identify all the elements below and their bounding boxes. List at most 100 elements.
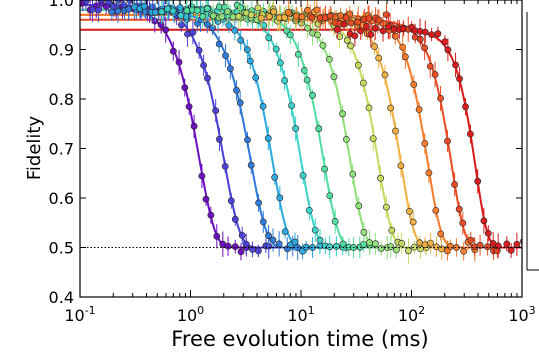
data-point: [367, 31, 375, 38]
data-point: [177, 21, 185, 29]
y-tick-label: 0.8: [49, 90, 74, 109]
data-point: [381, 71, 389, 79]
data-point: [265, 13, 273, 20]
data-point: [304, 6, 311, 14]
fit-curve: [80, 13, 522, 249]
data-point: [326, 12, 334, 20]
data-point: [215, 40, 223, 48]
data-point: [399, 25, 407, 33]
x-tick-label: 10-1: [64, 304, 95, 325]
data-point: [209, 12, 217, 20]
data-point: [455, 205, 463, 213]
data-point: [460, 247, 468, 255]
y-tick-label: 1.0: [49, 0, 74, 10]
data-point: [176, 4, 184, 11]
data-point: [332, 242, 340, 250]
data-point: [260, 21, 268, 29]
data-point: [313, 6, 321, 14]
data-point: [203, 20, 211, 28]
data-point: [365, 104, 373, 112]
data-point: [428, 31, 435, 38]
data-point: [437, 230, 445, 238]
fit-curve: [80, 8, 522, 249]
data-point: [292, 12, 300, 20]
data-point: [82, 0, 90, 5]
data-point: [222, 52, 229, 59]
data-point: [444, 46, 452, 54]
data-point: [265, 232, 272, 240]
x-tick-label: 100: [177, 304, 204, 325]
data-point: [227, 197, 235, 205]
data-point: [105, 0, 112, 6]
data-point: [202, 195, 210, 203]
data-point: [387, 243, 395, 250]
data-point: [354, 61, 362, 69]
data-point: [247, 161, 255, 169]
x-tick-label: 102: [398, 304, 425, 325]
data-point: [281, 77, 288, 84]
data-point: [410, 81, 418, 88]
data-point: [520, 238, 522, 245]
data-point: [255, 199, 262, 207]
data-point: [388, 226, 396, 234]
data-point: [195, 47, 203, 54]
data-point: [392, 127, 399, 135]
data-point: [271, 173, 279, 181]
data-point: [333, 26, 341, 33]
fit-curve: [80, 8, 522, 249]
data-point: [406, 207, 413, 215]
data-point: [484, 229, 492, 237]
data-point: [243, 46, 251, 53]
data-point: [213, 232, 221, 240]
data-point: [265, 34, 273, 42]
data-point: [456, 75, 463, 83]
data-point: [95, 6, 102, 14]
data-point: [336, 33, 343, 40]
data-point: [421, 44, 428, 52]
data-point: [158, 8, 166, 16]
data-point: [379, 27, 387, 35]
data-point: [466, 130, 474, 138]
data-point: [397, 162, 405, 169]
data-point: [360, 228, 368, 236]
data-point: [270, 8, 278, 16]
data-point: [369, 135, 377, 142]
data-point: [330, 73, 338, 81]
data-point: [331, 217, 339, 225]
data-point: [264, 134, 272, 142]
data-point: [315, 125, 323, 133]
data-point: [254, 4, 262, 12]
data-point: [467, 236, 475, 244]
data-point: [235, 12, 243, 20]
data-point: [259, 218, 267, 226]
data-point: [209, 24, 216, 32]
data-point: [359, 79, 367, 87]
data-point: [480, 217, 488, 225]
data-point: [354, 18, 362, 26]
data-point: [316, 236, 324, 244]
data-point: [237, 248, 245, 256]
data-point: [244, 136, 251, 144]
data-point: [203, 5, 211, 13]
data-point: [231, 26, 239, 34]
data-point: [342, 135, 350, 143]
data-point: [351, 32, 359, 40]
data-point: [140, 2, 148, 10]
data-point: [459, 219, 467, 227]
data-point: [308, 14, 316, 21]
fit-curve: [80, 13, 522, 249]
data-point: [377, 245, 385, 252]
data-point: [114, 7, 122, 15]
data-point: [200, 62, 207, 69]
y-tick-label: 0.4: [49, 288, 74, 307]
data-point: [151, 8, 159, 16]
data-point: [340, 20, 348, 28]
data-point: [484, 243, 491, 251]
data-point: [162, 26, 170, 34]
data-point: [365, 239, 373, 247]
data-point: [238, 231, 246, 239]
data-point: [189, 29, 197, 36]
data-point: [343, 36, 351, 44]
fit-curve: [80, 13, 522, 249]
data-point: [269, 236, 277, 244]
